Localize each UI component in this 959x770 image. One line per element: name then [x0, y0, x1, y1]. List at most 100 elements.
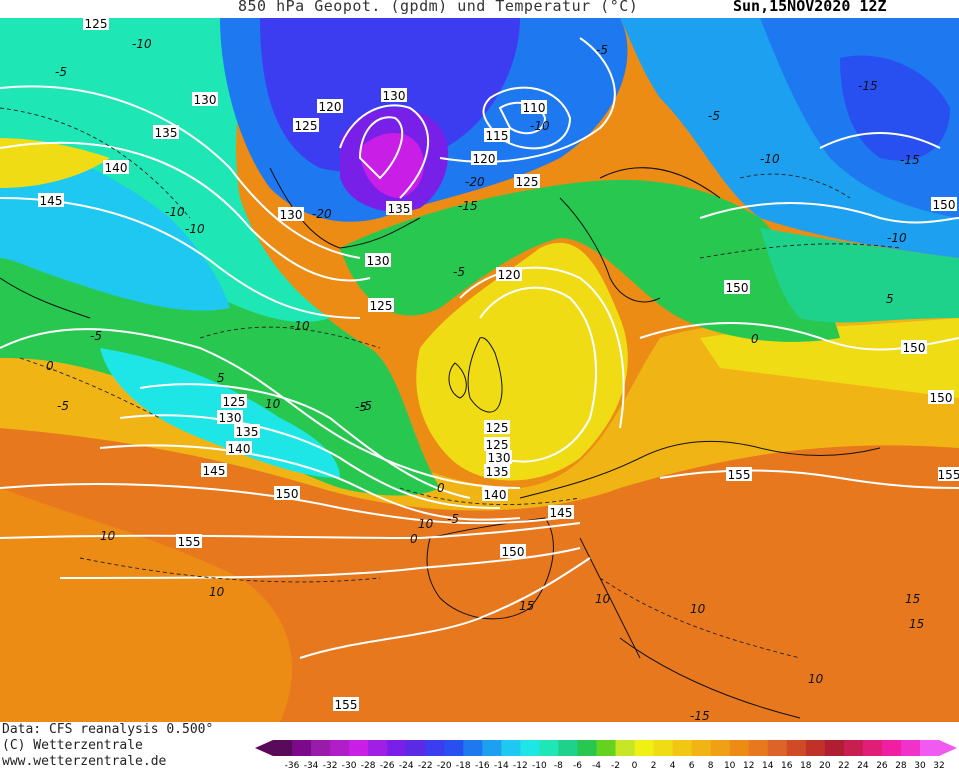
temperature-label: 10 — [690, 602, 706, 616]
svg-text:150: 150 — [726, 281, 749, 295]
cyan-west — [0, 138, 230, 311]
temperature-colorbar: -36 -34 -32 -30 -28 -26 -24 -22 -20 -18 -16 -14 -12-… — [255, 740, 957, 770]
svg-text:125: 125 — [85, 18, 108, 31]
coastlines — [0, 167, 881, 719]
geopotential-label: 135 — [153, 125, 179, 140]
geopotential-label: 130 — [217, 410, 243, 425]
colorbar-swatch — [577, 740, 597, 756]
magenta-core — [360, 133, 424, 198]
colorbar-swatch — [501, 740, 521, 756]
geopotential-label: 145 — [201, 463, 227, 478]
temperature-label: -10 — [530, 119, 550, 133]
temperature-label: 5 — [217, 371, 225, 385]
geopotential-label: 150 — [901, 340, 927, 355]
colorbar-tick-label: 22 — [838, 761, 849, 770]
colorbar-arrow-left — [255, 740, 273, 756]
temperature-label: 10 — [418, 517, 434, 531]
temperature-label: -5 — [447, 512, 459, 526]
colorbar-tick-label: 18 — [800, 761, 812, 770]
svg-text:150: 150 — [933, 198, 956, 212]
colorbar-tick-label: -26 — [380, 761, 395, 770]
colorbar-tick-label: -30 — [342, 761, 357, 770]
temperature-label: -5 — [596, 43, 608, 57]
colorbar-swatch — [881, 740, 902, 756]
colorbar-tick-label: -2 — [611, 761, 620, 770]
temperature-label: -10 — [887, 231, 907, 245]
colorbar-tick-label: -28 — [361, 761, 376, 770]
geopotential-label: 120 — [471, 151, 497, 166]
svg-text:125: 125 — [223, 395, 246, 409]
svg-text:155: 155 — [728, 468, 751, 482]
temperature-label: -20 — [465, 175, 485, 189]
colorbar-tick-label: 16 — [781, 761, 793, 770]
svg-text:140: 140 — [484, 488, 507, 502]
colorbar-swatch — [482, 740, 502, 756]
svg-text:135: 135 — [388, 202, 411, 216]
geopotential-label: 150 — [724, 280, 750, 295]
colorbar-tick-label: 26 — [876, 761, 888, 770]
svg-text:155: 155 — [938, 468, 959, 482]
geopotential-label: 120 — [317, 99, 343, 114]
colorbar-tick-label: -6 — [573, 761, 582, 770]
geopotential-label: 155 — [333, 697, 359, 712]
colorbar-tick-label: 28 — [895, 761, 907, 770]
colorbar-swatch — [767, 740, 788, 756]
temperature-label: -10 — [165, 205, 185, 219]
svg-text:140: 140 — [228, 442, 251, 456]
colorbar-tick-label: 24 — [857, 761, 869, 770]
geopotential-label: 125 — [83, 18, 109, 31]
svg-text:145: 145 — [203, 464, 226, 478]
colorbar-swatch — [425, 740, 445, 756]
temperature-label: -15 — [458, 199, 478, 213]
colorbar-swatch — [292, 740, 312, 756]
teal-northwest — [0, 18, 330, 322]
temperature-label: -20 — [312, 207, 332, 221]
colorbar-swatch — [463, 740, 483, 756]
temperature-label: -10 — [760, 152, 780, 166]
colorbar-swatch — [634, 740, 655, 756]
geopotential-label: 150 — [931, 197, 957, 212]
svg-text:150: 150 — [276, 487, 299, 501]
geopotential-label-group: 125 130 135 140 145 130 120 125 130 110 … — [38, 18, 959, 712]
geopotential-label: 140 — [482, 487, 508, 502]
svg-text:125: 125 — [516, 175, 539, 189]
svg-text:130: 130 — [488, 451, 511, 465]
colorbar-swatch — [615, 740, 636, 756]
colorbar-tick-label: -32 — [323, 761, 338, 770]
colorbar-swatch — [520, 740, 540, 756]
temperature-label: -15 — [858, 79, 878, 93]
geopotential-label: 125 — [221, 394, 247, 409]
geopotential-label: 135 — [234, 424, 260, 439]
colorbar-swatch — [786, 740, 807, 756]
geopotential-label: 130 — [381, 88, 407, 103]
colorbar-swatch — [729, 740, 750, 756]
geopotential-label: 130 — [192, 92, 218, 107]
colorbar-swatch — [330, 740, 350, 756]
svg-text:145: 145 — [40, 194, 63, 208]
yellow-far-west — [0, 138, 110, 188]
temperature-label: -5 — [355, 400, 367, 414]
temperature-label-group: -10 -5 -5 -10 -15 -20 -20 -10 -5 -10 -15… — [46, 37, 924, 722]
geopotential-label: 115 — [484, 128, 510, 143]
temperature-label: -5 — [453, 265, 465, 279]
geopotential-label: 130 — [486, 450, 512, 465]
colorbar-tick-label: 10 — [724, 761, 736, 770]
colorbar-swatch — [387, 740, 407, 756]
colorbar-tick-label: -36 — [285, 761, 300, 770]
colorbar-swatch — [558, 740, 578, 756]
colorbar-swatch — [406, 740, 426, 756]
chart-datetime: Sun,15NOV2020 12Z — [733, 0, 887, 15]
colorbar-tick-label: 6 — [689, 761, 695, 770]
temperature-label: 10 — [808, 672, 824, 686]
colorbar-tick-label: 0 — [632, 761, 638, 770]
colorbar-swatch — [691, 740, 712, 756]
svg-text:135: 135 — [236, 425, 259, 439]
svg-text:125: 125 — [370, 299, 393, 313]
copyright-text: (C) Wetterzentrale — [2, 738, 143, 753]
colorbar-tick-label: 32 — [933, 761, 944, 770]
colorbar-tick-label: -8 — [554, 761, 563, 770]
teal-east — [760, 228, 959, 323]
colorbar-tick-label: 30 — [914, 761, 926, 770]
geopotential-label: 125 — [484, 420, 510, 435]
temperature-label: -5 — [708, 109, 720, 123]
